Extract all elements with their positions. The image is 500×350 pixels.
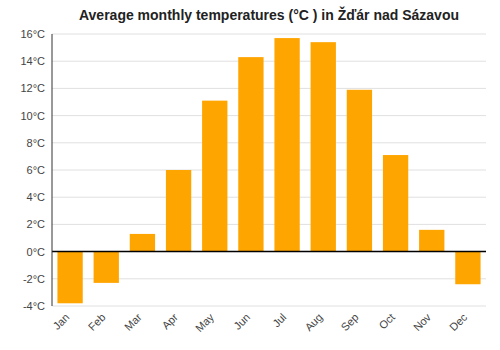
bar <box>311 42 336 251</box>
bar <box>347 90 372 252</box>
x-tick-label: Sep <box>339 311 361 333</box>
zero-line <box>52 251 486 253</box>
y-tick-label: 10°C <box>20 110 45 122</box>
x-tick-label: Mar <box>122 311 144 333</box>
grid-line <box>52 34 486 35</box>
bar <box>202 101 227 252</box>
y-tick-label: 16°C <box>20 28 45 40</box>
y-tick-label: 12°C <box>20 82 45 94</box>
grid-line <box>52 61 486 62</box>
chart-container: Average monthly temperatures (°C ) in Žď… <box>0 0 500 350</box>
title: Average monthly temperatures (°C ) in Žď… <box>79 6 459 23</box>
y-tick-label: 2°C <box>27 218 46 230</box>
y-grid <box>52 34 486 306</box>
bar <box>419 230 444 252</box>
x-tick-label: Aug <box>302 311 324 333</box>
chart: Average monthly temperatures (°C ) in Žď… <box>0 0 500 350</box>
bar <box>383 155 408 252</box>
grid-line <box>52 115 486 116</box>
x-tick-label: Feb <box>86 311 108 333</box>
x-tick-label: Apr <box>159 311 180 332</box>
y-tick-label: 14°C <box>20 55 45 67</box>
bar <box>130 234 155 252</box>
y-tick-label: 8°C <box>27 137 46 149</box>
y-axis-line <box>52 34 53 306</box>
grid-line <box>52 251 486 252</box>
y-tick-label: 6°C <box>27 164 46 176</box>
bar <box>94 252 119 283</box>
y-tick-label: -2°C <box>23 273 45 285</box>
bars <box>57 38 480 303</box>
x-tick-label: Oct <box>376 311 397 332</box>
x-tick-label: Jul <box>270 311 288 329</box>
x-tick-label: Dec <box>447 311 470 334</box>
bar <box>166 170 191 252</box>
grid-line <box>52 197 486 198</box>
grid-line <box>52 306 486 307</box>
x-tick-label: Nov <box>411 311 434 334</box>
bar <box>274 38 299 252</box>
x-tick-label: May <box>193 311 217 335</box>
bar <box>238 57 263 251</box>
grid-line <box>52 142 486 143</box>
grid-line <box>52 224 486 225</box>
grid-line <box>52 88 486 89</box>
y-tick-label: -4°C <box>23 300 45 312</box>
x-tick-label: Jun <box>231 311 252 332</box>
grid-line <box>52 170 486 171</box>
x-tick-label: Jan <box>50 311 71 332</box>
y-tick-label: 4°C <box>27 191 46 203</box>
y-tick-label: 0°C <box>27 246 46 258</box>
bar <box>455 252 480 285</box>
bar <box>57 252 82 304</box>
